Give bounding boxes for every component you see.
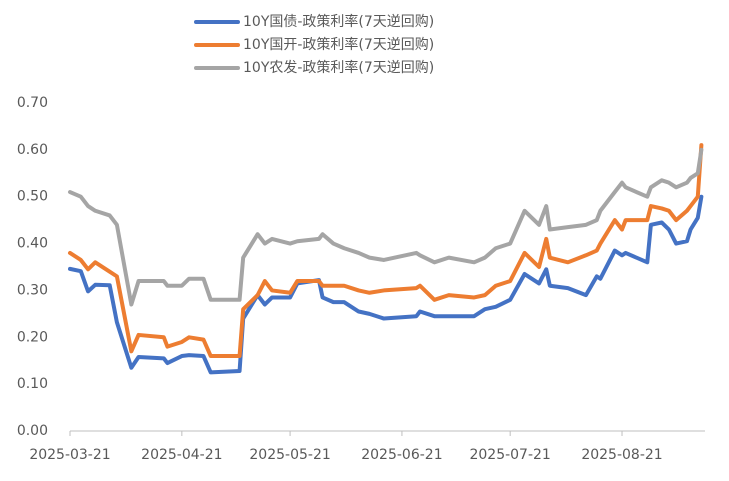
y-tick-label: 0.00 [17, 423, 48, 439]
y-tick-label: 0.50 [17, 189, 48, 205]
y-tick-label: 0.70 [17, 95, 48, 111]
y-tick-label: 0.40 [17, 236, 48, 252]
y-tick-label: 0.30 [17, 282, 48, 298]
x-tick-label: 2025-05-21 [249, 447, 330, 463]
x-tick-label: 2025-08-21 [581, 447, 662, 463]
legend-label: 10Y国开-政策利率(7天逆回购) [243, 36, 434, 53]
series-line [68, 147, 704, 307]
y-tick-label: 0.60 [17, 142, 48, 158]
legend-label: 10Y国债-政策利率(7天逆回购) [243, 13, 434, 30]
y-tick-label: 0.10 [17, 376, 48, 392]
series-line [68, 194, 704, 375]
x-tick-label: 2025-03-21 [29, 447, 110, 463]
legend-label: 10Y农发-政策利率(7天逆回购) [243, 59, 434, 76]
x-tick-label: 2025-04-21 [141, 447, 222, 463]
x-tick-label: 2025-07-21 [469, 447, 550, 463]
x-tick-label: 2025-06-21 [361, 447, 442, 463]
series-line [68, 143, 704, 359]
y-tick-label: 0.20 [17, 329, 48, 345]
